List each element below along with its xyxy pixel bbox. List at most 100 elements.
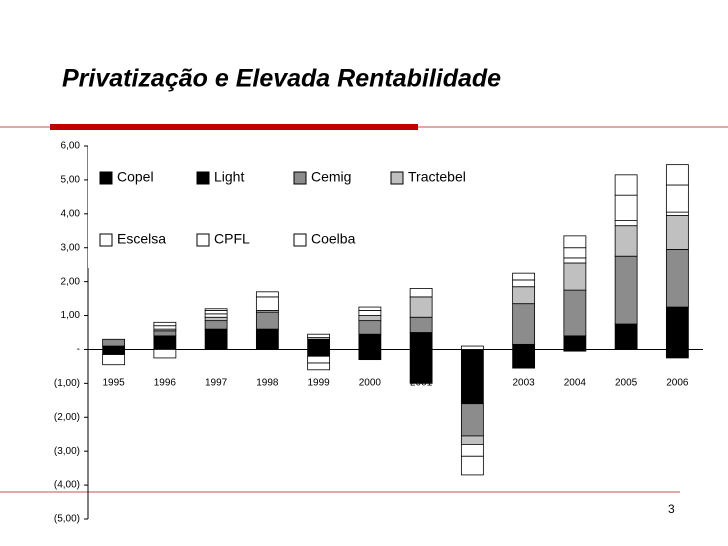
y-tick-label: (1,00) bbox=[54, 378, 80, 389]
bar-segment bbox=[204, 308, 228, 311]
x-tick-label: 2000 bbox=[359, 378, 382, 389]
y-tick-label: (5,00) bbox=[54, 514, 80, 525]
legend-swatch bbox=[293, 171, 307, 185]
bar-segment bbox=[255, 291, 279, 298]
bar-segment bbox=[614, 174, 638, 196]
bar-segment bbox=[307, 338, 331, 350]
x-tick-label: 2004 bbox=[564, 378, 587, 389]
bar-segment bbox=[409, 349, 433, 384]
bar-segment bbox=[307, 333, 331, 338]
x-tick-label: 1995 bbox=[103, 378, 126, 389]
bar-segment bbox=[614, 220, 638, 227]
bar-segment bbox=[512, 349, 536, 369]
bar-segment bbox=[102, 354, 126, 366]
bar-segment bbox=[204, 320, 228, 330]
bar-segment bbox=[204, 328, 228, 350]
bar-segment bbox=[460, 435, 484, 445]
legend-swatch bbox=[99, 171, 113, 185]
bar-segment bbox=[512, 303, 536, 345]
x-tick-label: 2006 bbox=[666, 378, 689, 389]
x-tick-label: 2005 bbox=[615, 378, 638, 389]
bar-segment bbox=[512, 279, 536, 288]
y-tick-label: 1,00 bbox=[61, 310, 81, 321]
bar-segment bbox=[665, 306, 689, 350]
bar-segment bbox=[614, 255, 638, 325]
bar-segment bbox=[460, 403, 484, 437]
y-tick-label: 4,00 bbox=[61, 208, 81, 219]
legend-swatch bbox=[99, 233, 113, 247]
bar-segment bbox=[614, 225, 638, 257]
bar-segment bbox=[409, 288, 433, 298]
y-tick-label: 2,00 bbox=[61, 276, 81, 287]
bar-segment bbox=[358, 333, 382, 350]
legend-label: Light bbox=[214, 169, 244, 185]
bar-segment bbox=[512, 286, 536, 305]
bar-segment bbox=[153, 335, 177, 350]
legend-label: Copel bbox=[117, 169, 154, 185]
legend-box bbox=[88, 143, 488, 268]
bar-segment bbox=[460, 349, 484, 405]
bar-segment bbox=[255, 311, 279, 330]
bar-segment bbox=[358, 315, 382, 322]
bar-segment bbox=[307, 362, 331, 371]
bar-segment bbox=[358, 349, 382, 361]
bar-segment bbox=[204, 316, 228, 322]
y-tick-label: (2,00) bbox=[54, 412, 80, 423]
slide-title: Privatização e Elevada Rentabilidade bbox=[62, 65, 501, 93]
bar-segment bbox=[255, 296, 279, 311]
x-tick-label: 2003 bbox=[513, 378, 536, 389]
bar-segment bbox=[204, 310, 228, 315]
bar-segment bbox=[358, 310, 382, 316]
x-tick-label: 1998 bbox=[256, 378, 279, 389]
y-tick-label: 6,00 bbox=[61, 141, 81, 152]
bar-segment bbox=[358, 320, 382, 335]
y-tick-label: 5,00 bbox=[61, 175, 81, 186]
legend-label: Escelsa bbox=[117, 231, 166, 247]
bar-segment bbox=[665, 249, 689, 308]
accent-bar bbox=[50, 124, 418, 130]
bar-segment bbox=[563, 257, 587, 264]
legend-swatch bbox=[390, 171, 404, 185]
bar-segment bbox=[665, 349, 689, 359]
bar-segment bbox=[460, 345, 484, 350]
bar-segment bbox=[409, 332, 433, 350]
bar-segment bbox=[563, 335, 587, 350]
legend-label: CPFL bbox=[214, 231, 250, 247]
bar-segment bbox=[563, 262, 587, 291]
x-tick-label: 1999 bbox=[308, 378, 331, 389]
bar-segment bbox=[358, 306, 382, 311]
bar-segment bbox=[153, 330, 177, 337]
bar-segment bbox=[153, 321, 177, 327]
bar-segment bbox=[204, 313, 228, 318]
legend-swatch bbox=[293, 233, 307, 247]
bar-segment bbox=[460, 455, 484, 476]
x-tick-label: 1997 bbox=[205, 378, 228, 389]
bar-segment bbox=[665, 215, 689, 250]
bar-segment bbox=[409, 296, 433, 318]
bar-segment bbox=[563, 289, 587, 337]
bar-segment bbox=[153, 349, 177, 359]
legend-swatch bbox=[196, 171, 210, 185]
bar-segment bbox=[665, 164, 689, 186]
bar-segment bbox=[102, 338, 126, 347]
bar-segment bbox=[153, 325, 177, 330]
y-tick-label: (3,00) bbox=[54, 446, 80, 457]
y-tick-label: 3,00 bbox=[61, 242, 81, 253]
legend-swatch bbox=[196, 233, 210, 247]
bar-segment bbox=[512, 343, 536, 350]
y-tick-label: - bbox=[77, 344, 80, 355]
bar-segment bbox=[255, 328, 279, 350]
x-tick-label: 1996 bbox=[154, 378, 177, 389]
bar-segment bbox=[563, 235, 587, 249]
legend-label: Cemig bbox=[311, 169, 351, 185]
bar-segment bbox=[614, 194, 638, 222]
bar-segment bbox=[460, 443, 484, 457]
bar-segment bbox=[614, 323, 638, 350]
bar-segment bbox=[563, 247, 587, 259]
legend-label: Coelba bbox=[311, 231, 356, 247]
bar-segment bbox=[102, 349, 126, 355]
bar-segment bbox=[307, 349, 331, 357]
bar-segment bbox=[665, 184, 689, 213]
